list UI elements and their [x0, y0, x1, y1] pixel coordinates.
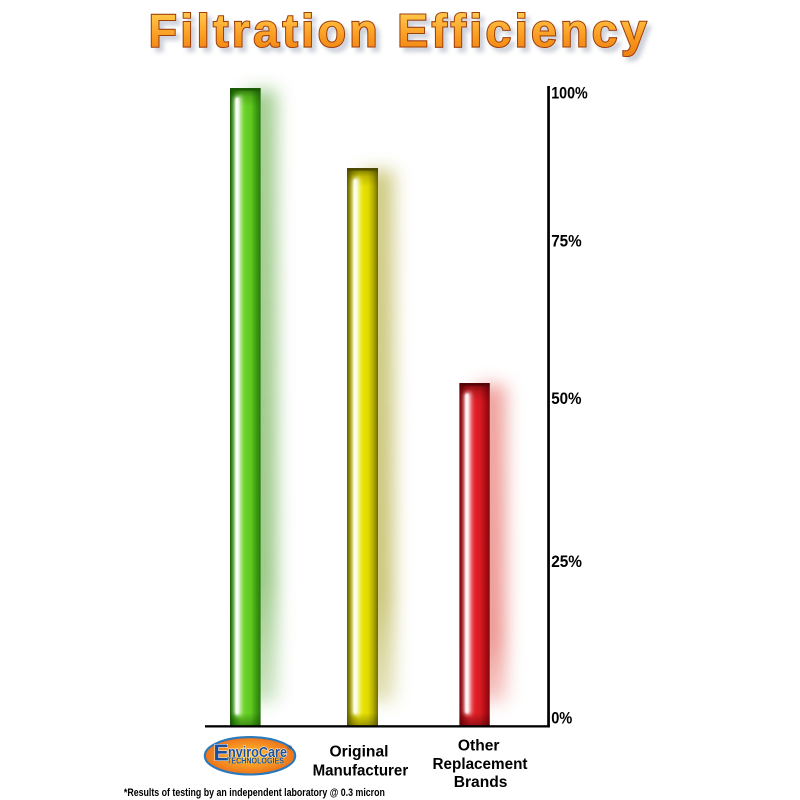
svg-text:nviroCare: nviroCare [228, 745, 287, 761]
svg-text:Manufacturer: Manufacturer [313, 763, 409, 780]
svg-text:Replacement: Replacement [433, 756, 528, 773]
svg-text:100%: 100% [551, 85, 588, 103]
svg-text:®: ® [288, 745, 293, 752]
svg-text:Original: Original [330, 744, 389, 761]
svg-text:75%: 75% [551, 232, 582, 250]
svg-text:25%: 25% [551, 553, 582, 571]
svg-text:Brands: Brands [454, 774, 508, 791]
svg-text:TECHNOLOGIES: TECHNOLOGIES [227, 756, 285, 765]
svg-text:50%: 50% [551, 390, 582, 408]
svg-text:0%: 0% [551, 710, 572, 728]
svg-text:E: E [214, 740, 229, 766]
svg-text:Other: Other [458, 737, 500, 754]
svg-text:Filtration Efficiency: Filtration Efficiency [149, 4, 650, 56]
svg-text:*Results of testing by an inde: *Results of testing by an independent la… [124, 787, 385, 799]
